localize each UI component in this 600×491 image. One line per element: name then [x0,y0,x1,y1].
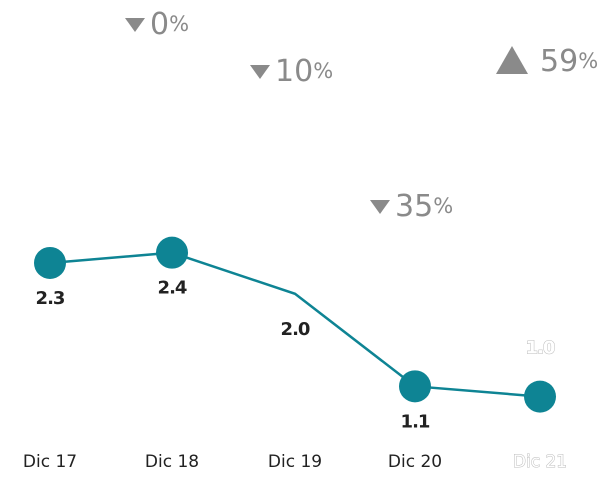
point [399,370,431,403]
change-label: 10% [275,54,333,89]
value-label: 1.0 [526,338,555,359]
change-unit: % [313,59,333,83]
value-label: 2.0 [281,319,310,340]
down-arrow [125,18,145,32]
change-value: 35 [395,189,433,224]
value-label: 2.4 [158,278,187,299]
point [156,236,188,269]
value-label: 2.3 [36,288,65,309]
value-label: 1.1 [401,411,430,432]
change-unit: % [169,12,189,36]
change-unit: % [578,49,598,73]
change-value: 59 [540,44,578,79]
x-tick-label: Dic 17 [23,452,77,472]
x-tick-label: Dic 21 [513,452,567,472]
line [49,251,541,398]
change-label: 35% [395,189,453,224]
x-tick-label: Dic 19 [268,452,322,472]
change-value: 0 [150,7,169,42]
change-label: 0% [150,7,189,42]
up-arrow [496,46,528,74]
change-unit: % [433,194,453,218]
change-label: 59% [540,44,598,79]
down-arrow [370,200,390,214]
x-tick-label: Dic 20 [388,452,442,472]
point [524,380,556,413]
down-arrow [250,65,270,79]
change-value: 10 [275,54,313,89]
x-tick-label: Dic 18 [145,452,199,472]
point [34,246,66,279]
